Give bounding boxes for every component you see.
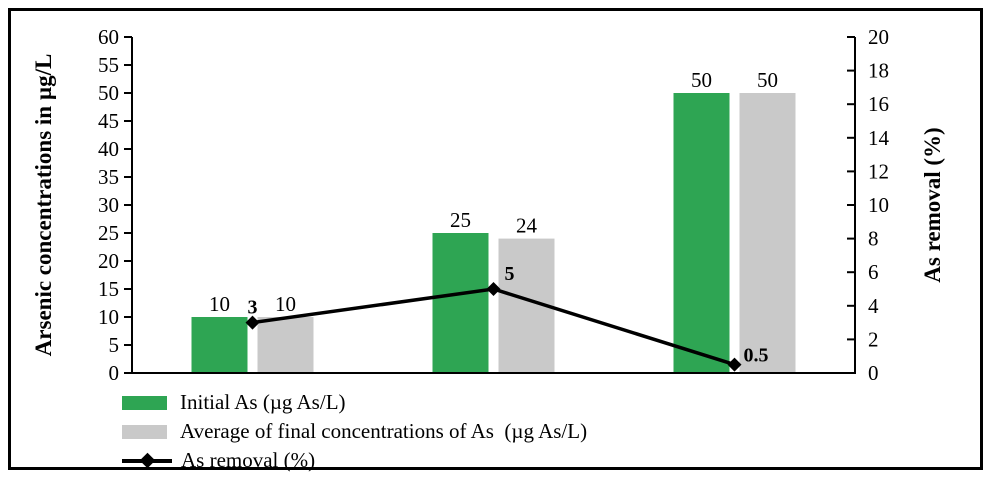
removal-point-marker [486,282,501,296]
legend-bar-swatch [122,424,167,439]
bar-value-label: 24 [516,214,538,238]
legend: Initial As (µg As/L) Average of final con… [122,388,587,475]
legend-label: As removal (%) [181,448,316,472]
diamond-marker-icon [139,452,156,469]
left-axis-tick-label: 10 [98,305,119,329]
bar-final-as [257,317,314,373]
legend-item: As removal (%) [122,446,587,475]
right-axis-tick-label: 12 [868,159,889,183]
left-axis-tick-label: 0 [109,361,120,385]
bar-final-as [739,93,796,373]
removal-point-label: 3 [248,297,258,319]
left-axis-tick-label: 5 [109,333,120,357]
left-axis-tick-label: 40 [98,137,119,161]
removal-point-marker [245,315,260,330]
right-axis-tick-label: 8 [868,227,879,251]
legend-label: Average of final concentrations of As (µ… [180,419,588,443]
left-axis-tick-label: 25 [98,221,119,245]
right-axis-tick-label: 0 [868,361,879,385]
right-axis-tick-label: 10 [868,193,889,217]
left-axis-tick-label: 60 [98,25,119,49]
left-axis-title: Arsenic concentrations in µg/L [31,53,56,357]
legend-line-diamond-swatch [122,452,172,469]
left-axis-tick-label: 55 [98,53,119,77]
removal-line [252,287,736,367]
legend-item: Average of final concentrations of As (µ… [122,417,587,446]
bar-initial-as [191,317,248,373]
left-axis-tick-label: 45 [98,109,119,133]
removal-point-marker [727,357,742,372]
legend-label: Initial As (µg As/L) [180,390,346,414]
right-axis-tick-label: 4 [868,294,879,318]
bar-value-label: 50 [757,68,778,92]
bar-initial-as [673,93,730,373]
right-axis-title: As removal (%) [920,127,945,283]
right-axis-tick-label: 20 [868,25,889,49]
legend-bar-swatch [122,395,167,410]
chart-canvas: 0510152025303540455055600246810121416182… [98,25,890,385]
bar-value-label: 10 [275,292,296,316]
removal-point-label: 0.5 [744,345,769,367]
left-axis-tick-label: 30 [98,193,119,217]
bar-initial-as [432,233,489,373]
left-axis-tick-label: 15 [98,277,119,301]
right-axis-tick-label: 14 [868,126,890,150]
right-axis-tick-label: 18 [868,59,889,83]
bar-value-label: 50 [691,68,712,92]
left-axis-tick-label: 35 [98,165,119,189]
bar-value-label: 25 [450,208,471,232]
chart-frame: 0 5 10 15 20 25 30 35 40 45 50 55 60 0 2 4 6 8 10 12 14 16 18 2… [8,8,983,472]
left-axis-tick-label: 50 [98,81,119,105]
right-axis-tick-label: 6 [868,260,879,284]
left-axis-tick-label: 20 [98,249,119,273]
right-axis-tick-label: 2 [868,327,879,351]
removal-point-label: 5 [505,263,515,285]
right-axis-tick-label: 16 [868,92,889,116]
bar-value-label: 10 [209,292,230,316]
legend-item: Initial As (µg As/L) [122,388,587,417]
